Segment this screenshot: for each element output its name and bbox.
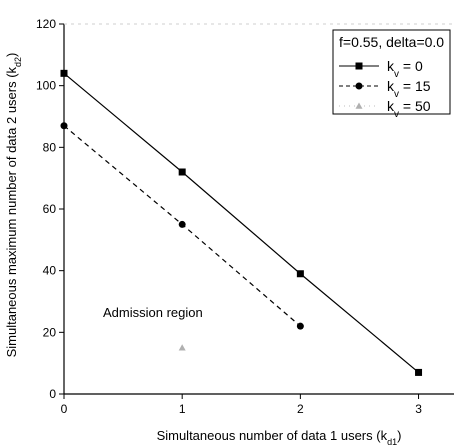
legend-label-main: k — [387, 78, 395, 94]
legend-label-main: k — [387, 98, 395, 114]
legend-label-0: kv = 0 — [387, 58, 423, 80]
x-tick-label: 3 — [415, 402, 422, 416]
legend-title: f=0.55, delta=0.0 — [339, 34, 444, 50]
series-1 — [60, 122, 304, 330]
x-axis-label-sub: d1 — [387, 437, 397, 447]
series-2 — [178, 344, 186, 351]
legend-label-tail: = 0 — [399, 58, 423, 74]
y-tick-label: 40 — [43, 264, 57, 278]
series-group — [60, 69, 423, 376]
legend-label-tail: = 15 — [399, 78, 431, 94]
legend-label-main: k — [387, 58, 395, 74]
legend-label-2: kv = 50 — [387, 98, 431, 120]
legend-item-0: kv = 0 — [339, 58, 423, 80]
y-tick-label: 20 — [43, 325, 57, 339]
y-tick-label: 100 — [36, 79, 56, 93]
legend-label-sub: v — [394, 109, 399, 120]
x-tick-label: 2 — [297, 402, 304, 416]
y-tick-label: 120 — [36, 17, 56, 31]
legend-marker-2 — [355, 102, 363, 109]
y-axis-label-main: Simultaneous maximum number of data 2 us… — [4, 66, 19, 357]
annotation-admission-region: Admission region — [103, 305, 203, 320]
data-point — [178, 344, 186, 351]
data-point — [178, 220, 186, 228]
data-point — [296, 322, 304, 330]
y-tick-label: 0 — [49, 387, 56, 401]
legend-item-2: kv = 50 — [339, 98, 431, 120]
x-ticks: 0 1 2 3 — [61, 394, 422, 416]
data-point — [296, 270, 304, 278]
data-point — [60, 69, 68, 77]
legend-label-1: kv = 15 — [387, 78, 431, 100]
x-tick-label: 1 — [179, 402, 186, 416]
y-axis-label: Simultaneous maximum number of data 2 us… — [4, 53, 23, 358]
y-tick-label: 80 — [43, 140, 57, 154]
x-axis-label-tail: ) — [397, 428, 401, 443]
legend-label-tail: = 50 — [399, 98, 431, 114]
series-0 — [60, 69, 423, 376]
y-axis-label-tail: ) — [4, 53, 19, 57]
data-point — [60, 122, 68, 130]
series-line-0 — [63, 72, 419, 373]
x-axis-label: Simultaneous number of data 1 users (kd1… — [157, 428, 402, 447]
legend-box — [332, 29, 451, 115]
y-axis-label-sub: d2 — [13, 57, 23, 67]
data-point — [415, 368, 423, 376]
legend-label-sub: v — [394, 89, 399, 100]
legend-label-sub: v — [394, 69, 399, 80]
legend-marker-1 — [355, 82, 363, 90]
legend-marker-0 — [355, 62, 363, 70]
x-tick-label: 0 — [61, 402, 68, 416]
x-axis-label-main: Simultaneous number of data 1 users (k — [157, 428, 388, 443]
legend-item-1: kv = 15 — [339, 78, 431, 100]
y-tick-label: 60 — [43, 202, 57, 216]
y-ticks: 0 20 40 60 80 100 120 — [36, 17, 64, 401]
data-point — [178, 168, 186, 176]
